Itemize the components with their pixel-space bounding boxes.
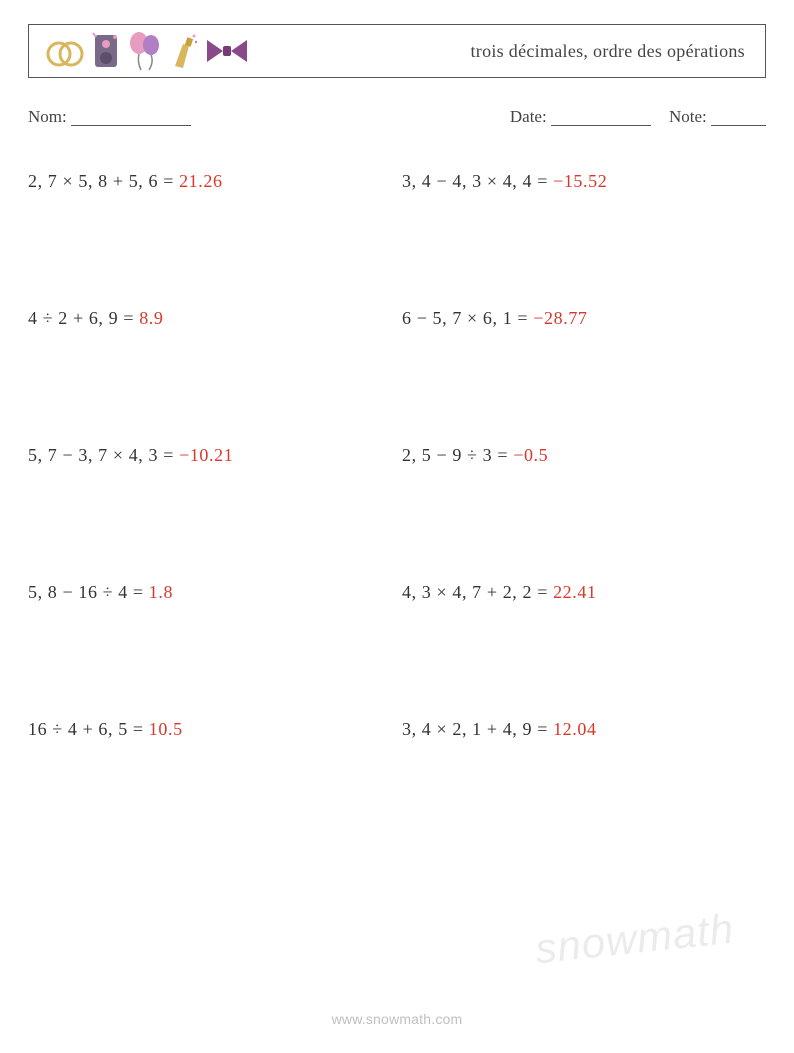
problem: 4, 3 × 4, 7 + 2, 2 = 22.41 [402,582,766,603]
speaker-icon [91,31,121,71]
problem-expression: 2, 7 × 5, 8 + 5, 6 = [28,171,179,191]
problem-expression: 4 ÷ 2 + 6, 9 = [28,308,139,328]
problem: 16 ÷ 4 + 6, 5 = 10.5 [28,719,392,740]
balloons-icon [127,30,163,72]
problem: 3, 4 × 2, 1 + 4, 9 = 12.04 [402,719,766,740]
footer-url: www.snowmath.com [0,1011,794,1027]
meta-right: Date: Note: [510,104,766,127]
note-field: Note: [669,104,766,127]
problem: 5, 7 − 3, 7 × 4, 3 = −10.21 [28,445,392,466]
watermark: snowmath [533,905,736,974]
meta-row: Nom: Date: Note: [28,104,766,127]
header-box: trois décimales, ordre des opérations [28,24,766,78]
name-label: Nom: [28,107,67,126]
problem-answer: −28.77 [533,308,587,328]
problem-expression: 3, 4 − 4, 3 × 4, 4 = [402,171,553,191]
note-blank[interactable] [711,108,766,126]
date-blank[interactable] [551,108,651,126]
header-icons [45,30,249,72]
date-field: Date: [510,104,651,127]
problem: 3, 4 − 4, 3 × 4, 4 = −15.52 [402,171,766,192]
problem-answer: −10.21 [179,445,233,465]
problems-grid: 2, 7 × 5, 8 + 5, 6 = 21.26 3, 4 − 4, 3 × … [28,171,766,740]
problem: 6 − 5, 7 × 6, 1 = −28.77 [402,308,766,329]
name-field: Nom: [28,104,191,127]
problem-answer: −0.5 [513,445,548,465]
problem: 2, 7 × 5, 8 + 5, 6 = 21.26 [28,171,392,192]
problem-expression: 2, 5 − 9 ÷ 3 = [402,445,513,465]
problem: 5, 8 − 16 ÷ 4 = 1.8 [28,582,392,603]
problem-expression: 3, 4 × 2, 1 + 4, 9 = [402,719,553,739]
problem: 2, 5 − 9 ÷ 3 = −0.5 [402,445,766,466]
problem-expression: 5, 8 − 16 ÷ 4 = [28,582,149,602]
problem-answer: 12.04 [553,719,597,739]
problem-answer: −15.52 [553,171,607,191]
problem-answer: 21.26 [179,171,223,191]
date-label: Date: [510,107,547,126]
problem-expression: 4, 3 × 4, 7 + 2, 2 = [402,582,553,602]
rings-icon [45,32,85,70]
problem-answer: 1.8 [149,582,173,602]
problem: 4 ÷ 2 + 6, 9 = 8.9 [28,308,392,329]
problem-expression: 16 ÷ 4 + 6, 5 = [28,719,149,739]
problem-answer: 22.41 [553,582,597,602]
problem-expression: 6 − 5, 7 × 6, 1 = [402,308,533,328]
note-label: Note: [669,107,707,126]
problem-expression: 5, 7 − 3, 7 × 4, 3 = [28,445,179,465]
name-blank[interactable] [71,108,191,126]
problem-answer: 8.9 [139,308,163,328]
bowtie-icon [205,36,249,66]
worksheet-page: trois décimales, ordre des opérations No… [0,0,794,1053]
worksheet-title: trois décimales, ordre des opérations [470,41,745,62]
bottle-icon [169,30,199,72]
problem-answer: 10.5 [149,719,183,739]
